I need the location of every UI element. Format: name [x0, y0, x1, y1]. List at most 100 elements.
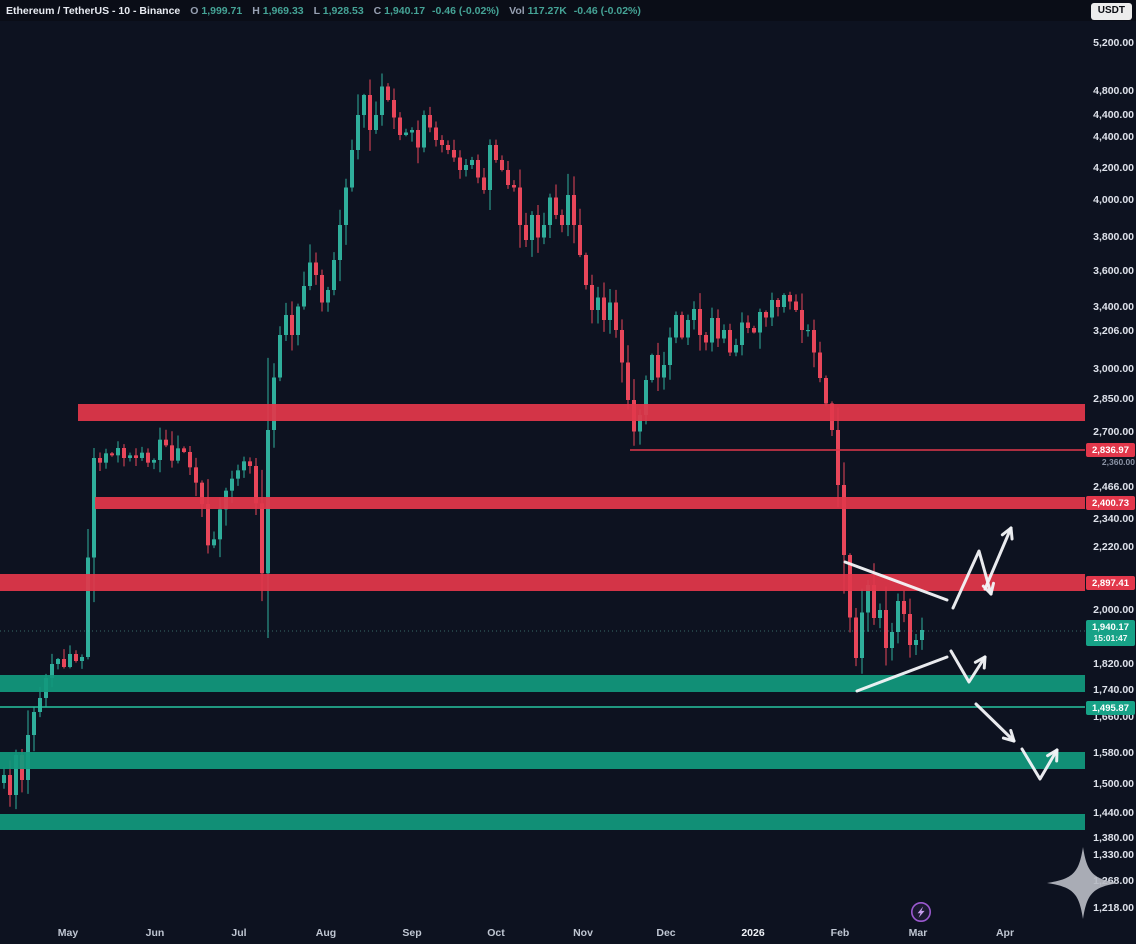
price-axis-label: 3,800.00	[1093, 231, 1134, 243]
candle-body	[782, 295, 786, 307]
bounce-arrow-head	[973, 655, 987, 664]
candle-body	[650, 355, 654, 380]
candle-body	[380, 86, 384, 115]
candle-body	[902, 601, 906, 614]
candle-body	[620, 330, 624, 363]
price-level-chip: 2,360.00	[1101, 457, 1135, 467]
candle-body	[710, 318, 714, 343]
price-axis[interactable]: 5,200.00 4,800.00 4,400.00 4,400.00 4,200.00…	[1085, 0, 1136, 920]
price-axis-label: 1,580.00	[1093, 747, 1134, 759]
price-axis-label: 4,400.00	[1093, 109, 1134, 121]
price-axis-label: 1,740.00	[1093, 684, 1134, 696]
price-axis-label: 4,800.00	[1093, 85, 1134, 97]
price-level-chip: 2,836.97	[1086, 443, 1135, 457]
candle-body	[704, 335, 708, 343]
currency-toggle-button[interactable]: USDT	[1090, 3, 1132, 20]
candle-body	[920, 630, 924, 640]
price-axis-label: 1,440.00	[1093, 807, 1134, 819]
candle-body	[410, 130, 414, 133]
price-axis-label: 3,400.00	[1093, 301, 1134, 313]
candle-body	[218, 509, 222, 540]
candle-body	[524, 225, 528, 240]
candle-body	[152, 460, 156, 463]
time-axis-month-label: Sep	[402, 927, 422, 939]
candle-body	[788, 295, 792, 302]
price-axis-label: 1,820.00	[1093, 658, 1134, 670]
candlestick-series	[2, 73, 924, 810]
candle-body	[362, 95, 366, 115]
candle-body	[572, 195, 576, 225]
candle-body	[890, 632, 894, 648]
candle-body	[74, 654, 78, 661]
candle-body	[542, 225, 546, 238]
open-label: O	[190, 4, 199, 17]
candle-body	[908, 614, 912, 645]
bounce-arrow[interactable]	[949, 649, 987, 684]
drop-arrow[interactable]	[974, 702, 1016, 743]
price-axis-label: 3,600.00	[1093, 265, 1134, 277]
candle-body	[104, 453, 108, 463]
candle-body	[854, 617, 858, 658]
support-zone-upper[interactable]	[0, 675, 1085, 692]
change-value: -0.46 (-0.02%)	[432, 4, 500, 17]
trend-line-up[interactable]	[855, 655, 949, 693]
symbol-info-bar: Ethereum / TetherUS - 10 - Binance O 1,9…	[0, 0, 1136, 21]
candle-body	[494, 145, 498, 160]
time-axis-month-label: Jun	[145, 927, 165, 939]
price-axis-label: 2,000.00	[1093, 604, 1134, 616]
candle-body	[896, 601, 900, 632]
price-axis-label: 1,380.00	[1093, 832, 1134, 844]
candle-body	[158, 439, 162, 460]
candle-body	[164, 439, 168, 446]
candle-body	[98, 458, 102, 463]
candle-body	[254, 466, 258, 504]
candle-body	[464, 165, 468, 170]
price-axis-label: 3,206.00	[1093, 325, 1134, 337]
candle-body	[668, 337, 672, 365]
trend-line-down[interactable]	[843, 560, 949, 602]
time-axis-month-label: Feb	[830, 927, 850, 939]
candle-body	[2, 775, 6, 783]
candle-body	[368, 95, 372, 130]
candle-body	[578, 225, 582, 255]
candle-body	[458, 157, 462, 170]
candle-body	[476, 160, 480, 178]
candle-body	[662, 365, 666, 378]
replay-lightning-icon[interactable]	[908, 899, 934, 925]
candle-body	[14, 755, 18, 795]
support-zone-lower[interactable]	[0, 814, 1085, 830]
candle-body	[182, 448, 186, 452]
symbol-title[interactable]: Ethereum / TetherUS - 10 - Binance	[6, 4, 181, 17]
low-value: 1,928.53	[322, 4, 364, 17]
candle-body	[212, 539, 216, 546]
candle-body	[740, 322, 744, 345]
supply-demand-zones	[0, 404, 1085, 830]
bounce-arrow-lower[interactable]	[1020, 747, 1059, 781]
candle-body	[596, 297, 600, 310]
candle-body	[386, 86, 390, 100]
candle-body	[866, 585, 870, 613]
bounce-arrow-head	[982, 655, 987, 670]
candle-body	[398, 117, 402, 135]
candle-body	[722, 330, 726, 339]
candle-body	[140, 452, 144, 458]
time-axis-month-label: Apr	[995, 927, 1015, 939]
resistance-zone-mid[interactable]	[95, 497, 1085, 509]
candle-body	[320, 275, 324, 303]
time-axis-year-label: 2026	[741, 927, 765, 939]
last-price-chip: 1,940.17 15:01:47	[1086, 620, 1135, 646]
candle-body	[344, 187, 348, 225]
candle-body	[278, 335, 282, 378]
price-axis-label: 3,000.00	[1093, 363, 1134, 375]
candle-body	[434, 127, 438, 140]
time-axis[interactable]: May Jun Jul Aug Sep Oct Nov Dec 2026 Feb Mar Apr	[0, 920, 1136, 944]
candle-body	[260, 503, 264, 574]
zigzag-up-pullback[interactable]	[951, 549, 993, 610]
support-zone-mid[interactable]	[0, 752, 1085, 769]
candle-body	[80, 657, 84, 661]
resistance-zone-lower[interactable]	[0, 574, 1085, 591]
zigzag-up-breakout[interactable]	[983, 526, 1013, 591]
resistance-zone-upper[interactable]	[78, 404, 1085, 421]
volume-value: 117.27K	[527, 4, 567, 17]
